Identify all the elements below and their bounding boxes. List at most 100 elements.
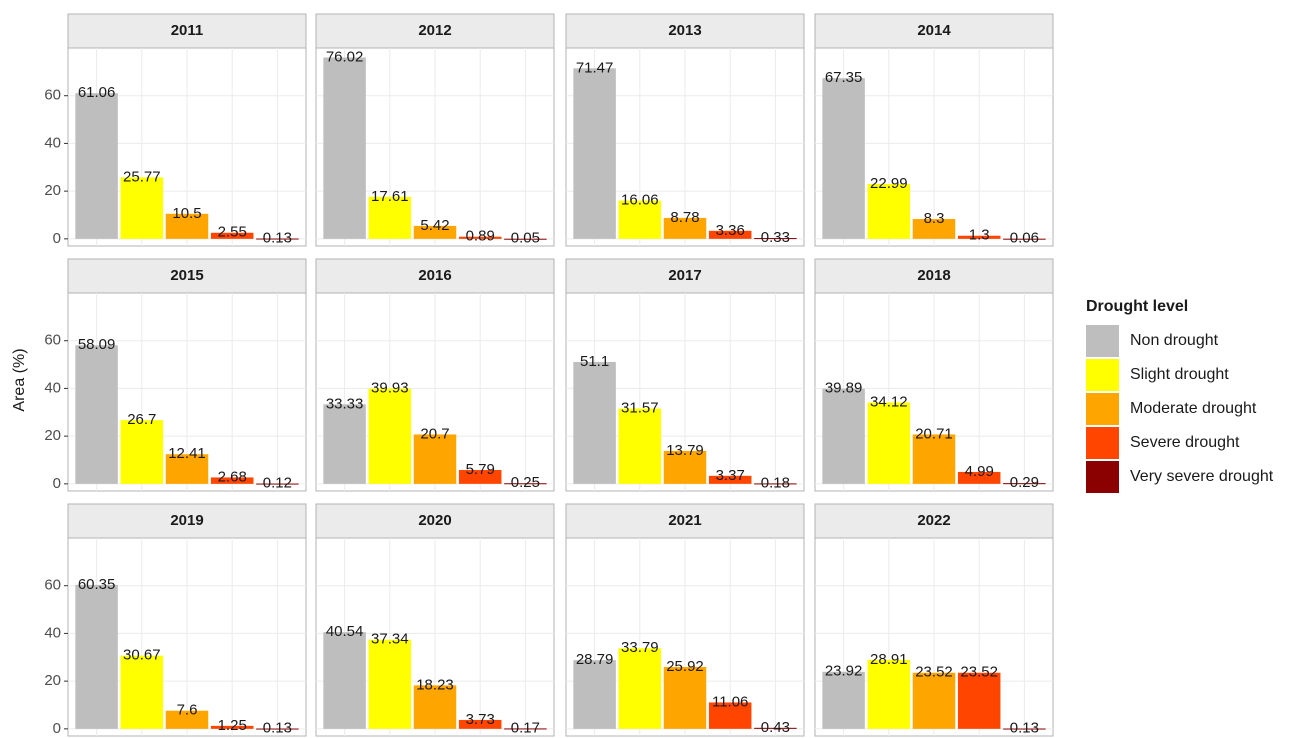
bar	[754, 727, 797, 729]
value-label: 33.33	[326, 395, 364, 412]
value-label: 0.13	[1010, 720, 1039, 737]
value-label: 1.3	[969, 227, 990, 244]
bar	[368, 388, 412, 484]
value-label: 0.13	[263, 230, 292, 247]
bar	[75, 93, 118, 239]
panel-title: 2020	[418, 512, 451, 529]
value-label: 61.06	[78, 84, 116, 101]
bar	[1003, 483, 1046, 485]
bar	[165, 710, 209, 729]
bar	[867, 402, 911, 484]
bar	[458, 236, 502, 239]
y-tick-label: 0	[53, 230, 61, 247]
bar	[573, 361, 616, 484]
legend-label: Slight drought	[1130, 366, 1229, 383]
bar	[867, 183, 911, 239]
value-label: 2.55	[218, 224, 247, 241]
value-label: 0.33	[761, 229, 790, 246]
value-label: 0.25	[511, 474, 540, 491]
strip	[814, 13, 1054, 49]
value-label: 60.35	[78, 576, 116, 593]
bar	[957, 471, 1001, 484]
bar	[413, 685, 457, 729]
legend-label: Severe drought	[1130, 434, 1240, 451]
panel-title: 2016	[418, 267, 451, 284]
value-label: 0.05	[511, 230, 540, 247]
value-label: 39.93	[371, 380, 409, 397]
bar	[573, 68, 616, 239]
bar	[663, 217, 707, 239]
value-label: 20.7	[420, 425, 449, 442]
panel-title: 2018	[917, 267, 950, 284]
bar	[957, 235, 1001, 239]
bar	[120, 177, 164, 239]
bar	[210, 232, 254, 239]
strip	[67, 258, 307, 294]
strip	[315, 13, 555, 49]
strip	[565, 13, 805, 49]
strip	[315, 258, 555, 294]
bar	[458, 719, 502, 729]
bar	[822, 388, 865, 484]
value-label: 3.73	[466, 711, 495, 728]
bar	[210, 725, 254, 729]
bar	[323, 404, 366, 484]
panel-title: 2015	[170, 267, 203, 284]
bar	[504, 483, 547, 485]
bar	[165, 454, 209, 484]
value-label: 11.06	[712, 693, 748, 710]
y-tick-label: 20	[44, 672, 61, 689]
bar	[618, 408, 662, 484]
bar	[165, 213, 209, 239]
bar	[1003, 728, 1046, 730]
y-tick-label: 60	[44, 577, 61, 594]
y-tick-label: 40	[44, 624, 61, 641]
bar	[120, 655, 164, 729]
panel-title: 2013	[668, 22, 701, 39]
bar	[618, 200, 662, 239]
value-label: 0.29	[1010, 474, 1039, 491]
value-label: 8.78	[670, 209, 699, 226]
bar	[957, 672, 1001, 729]
value-label: 23.52	[960, 664, 998, 681]
value-label: 5.79	[466, 461, 495, 478]
y-tick-label: 0	[53, 475, 61, 492]
value-label: 0.43	[761, 719, 790, 736]
bar	[458, 470, 502, 484]
value-label: 16.06	[621, 192, 659, 209]
legend-title: Drought level	[1086, 298, 1188, 315]
panel-title: 2012	[418, 22, 451, 39]
value-label: 3.36	[716, 222, 745, 239]
bar	[368, 196, 412, 239]
value-label: 1.25	[218, 717, 247, 734]
value-label: 25.92	[666, 658, 704, 675]
bar	[413, 434, 457, 484]
strip	[67, 503, 307, 539]
value-label: 40.54	[326, 623, 364, 640]
value-label: 20.71	[915, 425, 953, 442]
bar	[754, 483, 797, 485]
value-label: 39.89	[825, 380, 863, 397]
y-tick-label: 20	[44, 182, 61, 199]
bar	[1003, 238, 1046, 240]
strip	[67, 13, 307, 49]
y-tick-label: 40	[44, 379, 61, 396]
value-label: 0.89	[466, 228, 495, 245]
panel-title: 2019	[170, 512, 203, 529]
value-label: 58.09	[78, 336, 116, 353]
y-axis-label: Area (%)	[11, 348, 28, 411]
bar	[75, 584, 118, 729]
legend-key	[1086, 427, 1119, 459]
bar	[618, 648, 662, 729]
bar	[867, 659, 911, 729]
bar	[323, 632, 366, 729]
y-tick-label: 40	[44, 134, 61, 151]
bar	[663, 450, 707, 484]
panel-title: 2011	[171, 22, 204, 39]
bar	[912, 672, 956, 729]
bar	[708, 702, 752, 729]
strip	[814, 503, 1054, 539]
value-label: 25.77	[123, 168, 161, 185]
bar	[120, 420, 164, 484]
value-label: 33.79	[621, 639, 659, 656]
